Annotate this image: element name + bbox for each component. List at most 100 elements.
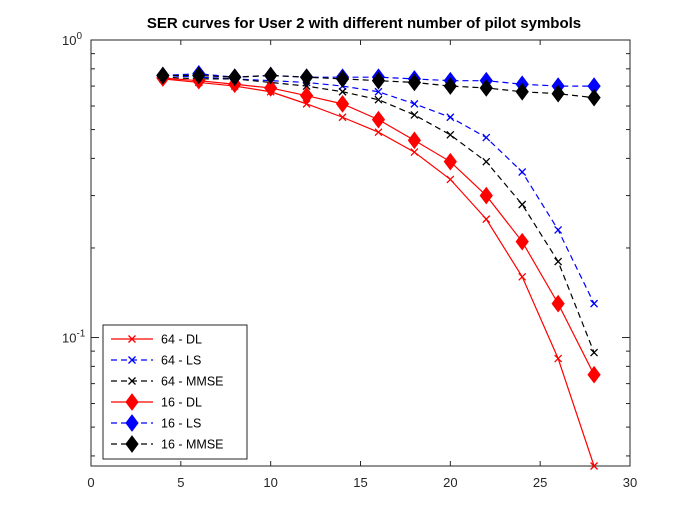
legend-label: 64 - MMSE (161, 375, 224, 389)
data-point (443, 77, 457, 95)
marker-stroke (410, 99, 419, 108)
data-point (590, 299, 599, 308)
data-point (482, 133, 491, 142)
data-point (482, 215, 491, 224)
marker-stroke (338, 113, 347, 122)
marker-stroke (590, 462, 599, 470)
data-point (264, 79, 278, 97)
x-tick-label: 10 (263, 475, 277, 490)
marker-stroke (590, 348, 599, 357)
data-point (374, 128, 383, 137)
data-point (479, 186, 493, 205)
data-point (374, 95, 383, 104)
marker-stroke (518, 168, 527, 176)
data-point (446, 130, 455, 139)
marker-stroke (518, 272, 527, 281)
marker-stroke (482, 157, 491, 166)
marker-stroke (410, 110, 419, 119)
y-tick-label: 10-1 (62, 329, 86, 346)
data-point (302, 82, 311, 91)
legend-label: 16 - MMSE (161, 438, 224, 452)
marker-stroke (590, 299, 599, 308)
legend-item: 16 - MMSE (111, 435, 224, 453)
data-point (587, 365, 601, 384)
data-point (446, 175, 455, 184)
data-point (299, 86, 314, 105)
legend-marker (125, 393, 139, 411)
x-tick-label: 25 (533, 475, 547, 490)
x-tick-label: 0 (87, 475, 94, 490)
data-point (551, 84, 565, 103)
x-tick-label: 5 (177, 475, 184, 490)
legend-item: 16 - LS (111, 414, 201, 432)
legend-marker (128, 356, 136, 364)
data-point (551, 294, 565, 313)
data-point (446, 113, 455, 122)
data-point (518, 200, 527, 209)
data-point (587, 88, 601, 107)
marker-stroke (128, 356, 136, 364)
data-point (228, 68, 242, 87)
data-point (371, 71, 386, 90)
data-point (299, 68, 314, 87)
chart-title: SER curves for User 2 with different num… (147, 15, 581, 32)
x-tick-label: 15 (353, 475, 367, 490)
series-16-mmse (156, 66, 601, 107)
marker-stroke (128, 377, 136, 385)
data-point (338, 87, 347, 96)
legend-marker (125, 414, 139, 432)
marker-stroke (410, 148, 419, 157)
data-point (371, 110, 386, 129)
data-point (590, 348, 599, 357)
data-point (410, 148, 419, 157)
legend-item: 64 - MMSE (111, 375, 224, 389)
legend-label: 16 - LS (161, 417, 201, 431)
data-point (192, 66, 206, 85)
data-point (335, 95, 350, 113)
data-point (374, 87, 383, 96)
data-point (515, 232, 529, 251)
marker-stroke (338, 87, 347, 96)
marker-stroke (374, 95, 383, 104)
data-point (554, 354, 563, 363)
legend-label: 16 - DL (161, 396, 202, 410)
data-point (156, 66, 170, 85)
marker-stroke (374, 128, 383, 137)
legend-item: 16 - DL (111, 393, 202, 411)
data-point (407, 131, 422, 150)
legend-item: 64 - DL (111, 333, 202, 347)
legend-marker (125, 435, 139, 453)
data-point (518, 168, 527, 176)
y-tick-label: 100 (62, 31, 82, 48)
x-tick-label: 30 (623, 475, 637, 490)
data-point (264, 66, 278, 85)
data-point (518, 272, 527, 281)
marker-stroke (554, 257, 563, 266)
marker-stroke (482, 215, 491, 224)
legend-marker (128, 377, 136, 385)
data-point (443, 152, 457, 171)
marker-stroke (374, 87, 383, 96)
marker-stroke (554, 225, 563, 234)
data-point (554, 257, 563, 266)
marker-stroke (302, 82, 311, 91)
data-point (407, 73, 422, 92)
data-point (479, 79, 493, 97)
axis-ticks: 0 5 10 15 20 25 30 10-1 100 (62, 31, 637, 490)
marker-stroke (128, 335, 136, 343)
legend-label: 64 - DL (161, 333, 202, 347)
data-point (335, 70, 350, 88)
data-point (410, 110, 419, 119)
marker-stroke (554, 354, 563, 363)
data-point (410, 99, 419, 108)
data-point (515, 82, 529, 101)
x-tick-label: 20 (443, 475, 457, 490)
data-point (590, 462, 599, 470)
data-point (482, 157, 491, 166)
legend-marker (128, 335, 136, 343)
marker-stroke (446, 130, 455, 139)
legend-item: 64 - LS (111, 354, 201, 368)
marker-stroke (446, 175, 455, 184)
data-point (338, 113, 347, 122)
